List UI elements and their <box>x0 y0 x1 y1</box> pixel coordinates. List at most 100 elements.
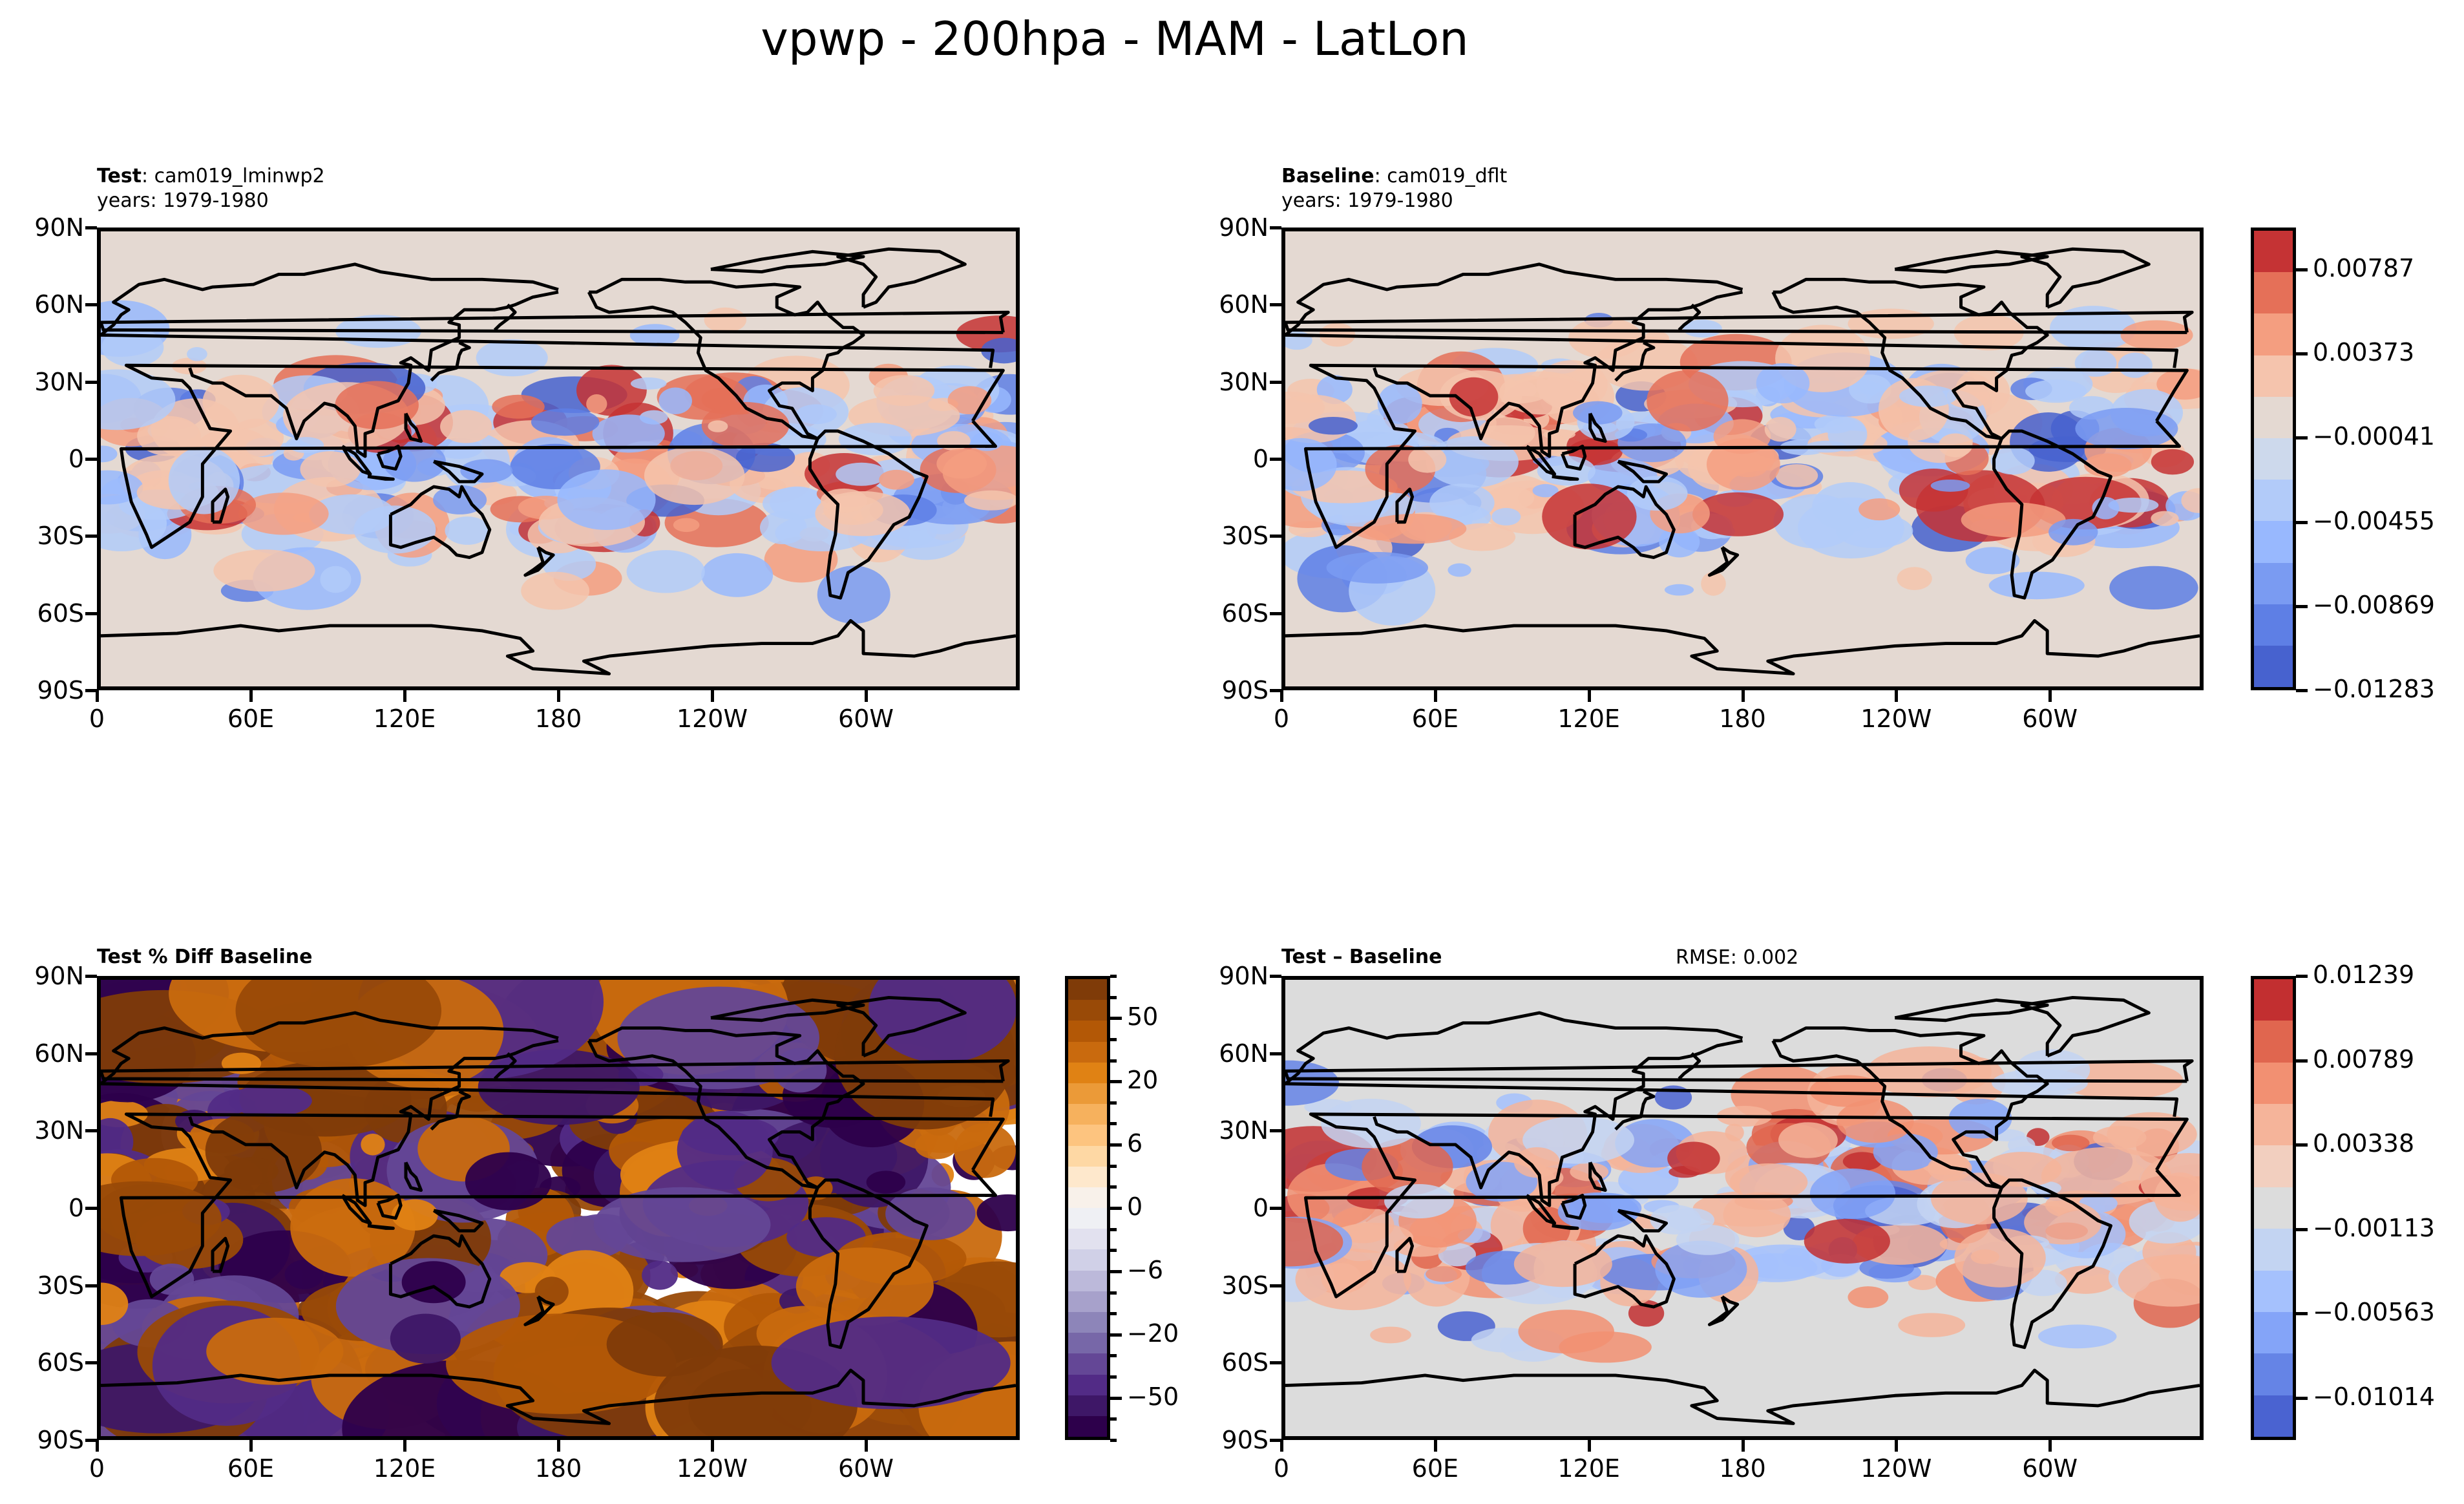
x-tick-mark <box>1741 690 1745 702</box>
y-tick-label: 0 <box>68 445 84 473</box>
x-tick-label: 60W <box>2022 1454 2078 1483</box>
colorbar-segment <box>1068 1374 1107 1395</box>
x-tick-mark <box>865 1440 868 1452</box>
field-contour <box>2092 1125 2147 1149</box>
field-contour <box>168 447 240 514</box>
colorbar-segment <box>1068 1083 1107 1105</box>
field-contour <box>1930 479 1970 492</box>
field-contour <box>1542 483 1637 550</box>
colorbar-minor-tick <box>1110 1249 1117 1253</box>
coastline <box>1573 1234 1676 1309</box>
colorbar-minor-tick <box>1110 1375 1117 1379</box>
field-contour <box>401 1261 466 1304</box>
coastline <box>367 1223 395 1230</box>
field-contour <box>1990 447 2035 475</box>
x-tick-mark <box>1741 1440 1745 1452</box>
field-contour <box>235 980 441 1068</box>
field-contour <box>673 518 700 533</box>
field-contour <box>1513 1147 1560 1178</box>
colorbar-minor-tick <box>1110 1122 1117 1126</box>
colorbar-segment <box>1068 1166 1107 1187</box>
field-contour <box>708 420 728 432</box>
field-contour <box>320 566 352 593</box>
field-contour <box>224 1157 279 1185</box>
colorbar-tick-label: 0.00373 <box>2313 338 2415 367</box>
y-tick-label: 30N <box>34 1116 84 1145</box>
field-contour <box>1683 319 1722 338</box>
x-tick-label: 120E <box>373 1454 436 1483</box>
coastline <box>1588 412 1607 443</box>
x-tick-mark <box>865 690 868 702</box>
x-tick-label: 0 <box>89 1454 105 1483</box>
field-contour <box>1426 1266 1462 1282</box>
field-contour <box>335 381 419 430</box>
field-contour <box>1965 547 2020 575</box>
y-tick-label: 90N <box>1219 962 1269 990</box>
colorbar-segment <box>2254 1229 2293 1271</box>
field-contour <box>630 377 667 390</box>
colorbar-tick-mark <box>2296 1227 2308 1231</box>
y-tick-label: 30S <box>1221 1271 1269 1300</box>
coastline <box>101 310 1010 334</box>
field-contour <box>1667 1141 1720 1176</box>
colorbar-minor-tick <box>1110 1037 1117 1041</box>
field-contour <box>593 1187 771 1262</box>
field-contour <box>981 337 1016 364</box>
x-tick-label: 120E <box>1557 704 1620 733</box>
y-tick-mark <box>1270 1284 1281 1287</box>
x-tick-mark <box>557 690 560 702</box>
colorbar-tick-label: −0.00563 <box>2313 1298 2435 1327</box>
map-axes <box>97 228 1020 690</box>
x-tick-label: 180 <box>534 704 582 733</box>
colorbar-tick-mark <box>2296 352 2308 356</box>
colorbar-segment <box>2254 438 2293 480</box>
coastline <box>1285 1059 2194 1083</box>
field-contour <box>1899 468 1968 512</box>
colorbar-segment <box>2254 604 2293 646</box>
coastline <box>523 1295 555 1326</box>
y-tick-mark <box>85 380 97 384</box>
coastline <box>1707 1295 1740 1326</box>
coastline <box>432 1209 484 1233</box>
colorbar-tick-mark <box>2296 604 2308 608</box>
y-tick-label: 60N <box>1219 1039 1269 1068</box>
panel-title: Test – Baseline <box>1281 945 1442 969</box>
colorbar <box>2251 976 2296 1440</box>
colorbar-segment <box>2254 1353 2293 1395</box>
colorbar-minor-tick <box>1110 1017 1117 1021</box>
colorbar-segment <box>2254 1187 2293 1229</box>
colorbar-segment <box>1068 1312 1107 1333</box>
colorbar-minor-tick <box>1110 1080 1117 1084</box>
colorbar-minor-tick <box>1110 1164 1117 1168</box>
colorbar-tick-label: 0.00789 <box>2313 1044 2415 1074</box>
field-contour <box>1814 414 1855 434</box>
field-contour <box>101 1181 222 1256</box>
colorbar-tick-label: −50 <box>1127 1382 1179 1411</box>
y-tick-mark <box>85 226 97 229</box>
coastline <box>1561 444 1587 471</box>
field-contour <box>644 447 745 505</box>
coastline <box>430 341 471 382</box>
field-contour <box>1326 552 1429 584</box>
colorbar-tick-label: −6 <box>1127 1255 1164 1284</box>
colorbar-minor-tick <box>1110 1396 1117 1400</box>
y-tick-mark <box>85 1284 97 1287</box>
field-contour <box>1438 1243 1476 1267</box>
field-contour <box>1559 1331 1652 1363</box>
colorbar-tick-label: 0.01239 <box>2313 960 2415 989</box>
field-contour <box>465 1152 552 1211</box>
coastline <box>1617 460 1669 483</box>
field-contour <box>1939 433 1973 458</box>
coastline <box>376 1193 403 1220</box>
field-contour <box>1321 1098 1422 1149</box>
x-tick-label: 0 <box>89 704 105 733</box>
field-contour <box>137 416 201 456</box>
field-contour <box>701 553 774 597</box>
field-contour <box>704 307 747 333</box>
colorbar-tick-mark <box>2296 1396 2308 1400</box>
y-tick-label: 0 <box>1252 1194 1269 1222</box>
map-plot <box>101 247 1016 675</box>
field-contour <box>476 339 548 377</box>
field-contour <box>1522 1206 1571 1251</box>
field-contour <box>1532 483 1559 498</box>
